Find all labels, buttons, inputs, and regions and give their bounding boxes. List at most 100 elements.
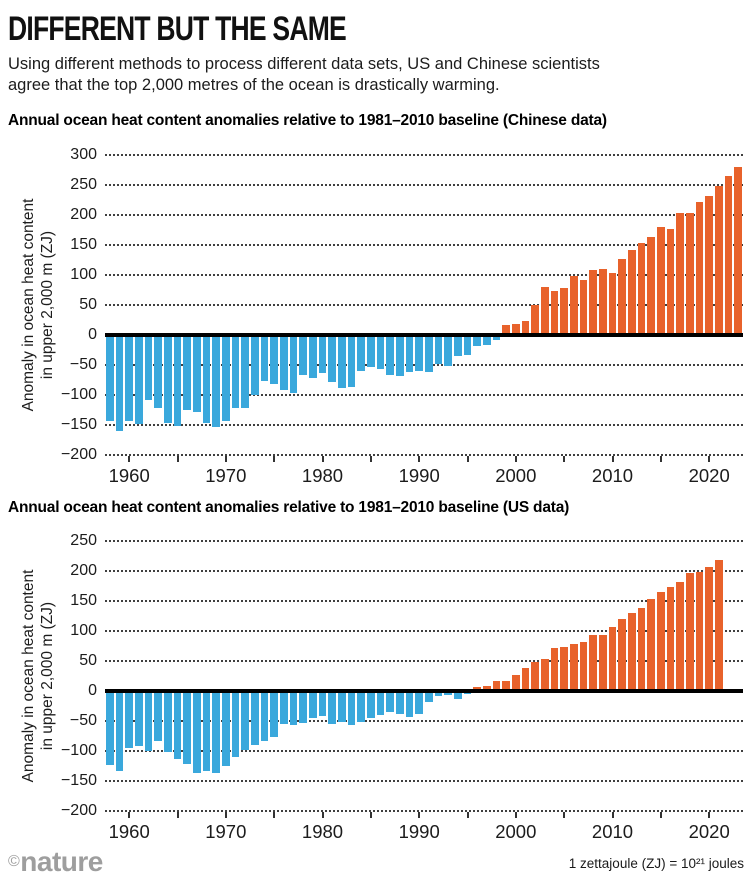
x-tick-label-1960: 1960	[108, 821, 150, 842]
bar-2014	[647, 236, 656, 335]
bar-2004	[550, 291, 559, 335]
x-tick-2010	[611, 456, 614, 462]
x-tick-2015	[659, 812, 662, 818]
x-tick-1990	[418, 456, 421, 462]
bar-1961	[135, 691, 143, 747]
bar-1988	[396, 335, 404, 377]
gridline--100	[105, 750, 743, 752]
bar-1972	[241, 691, 249, 751]
bar-1969	[212, 691, 220, 774]
bar-1977	[289, 691, 298, 726]
x-tick-1960	[128, 456, 131, 462]
bar-2007	[579, 641, 588, 691]
gridline-50	[105, 660, 743, 662]
bar-2012	[628, 250, 636, 335]
bar-1986	[376, 335, 385, 370]
bar-2003	[541, 659, 549, 691]
x-tick-label-2020: 2020	[688, 821, 730, 842]
bar-2017	[676, 582, 685, 691]
bar-2015	[657, 592, 665, 691]
y-tick-label--100: −100	[60, 386, 97, 403]
x-tick-1965	[176, 812, 179, 818]
bar-1975	[270, 335, 278, 384]
gridline-50	[105, 304, 743, 306]
x-tick-label-2000: 2000	[495, 465, 537, 486]
y-tick-label-100: 100	[70, 622, 97, 639]
bar-1965	[173, 691, 182, 759]
bar-1997	[483, 686, 491, 691]
x-tick-1965	[176, 456, 179, 462]
copyright-icon: ©	[8, 853, 20, 870]
bar-2019	[695, 201, 704, 335]
x-tick-1985	[369, 812, 372, 818]
gridline-200	[105, 214, 743, 216]
y-tick-label-150: 150	[70, 236, 97, 253]
bar-2011	[618, 619, 627, 691]
bar-1974	[260, 691, 269, 742]
bar-1971	[231, 691, 240, 757]
bar-1979	[309, 691, 317, 718]
x-tick-1990	[418, 812, 421, 818]
bar-1980	[318, 691, 327, 717]
bar-1979	[309, 335, 317, 379]
bar-1978	[299, 691, 307, 724]
footer-note: 1 zettajoule (ZJ) = 10²¹ joules	[568, 856, 744, 871]
bar-2016	[666, 229, 675, 335]
bar-1982	[338, 691, 346, 723]
bar-1960	[125, 691, 133, 748]
bar-2002	[531, 661, 539, 691]
bar-1983	[347, 335, 356, 387]
bar-2014	[647, 599, 656, 691]
bar-1989	[405, 691, 414, 717]
bar-2000	[512, 323, 520, 335]
bar-2021	[715, 559, 723, 691]
bar-1987	[386, 691, 394, 712]
gridline--50	[105, 364, 743, 366]
bar-2020	[705, 195, 714, 335]
x-tick-1995	[466, 812, 469, 818]
x-tick-1975	[273, 456, 276, 462]
x-tick-1970	[224, 812, 227, 818]
x-tick-1995	[466, 456, 469, 462]
bar-1964	[164, 335, 172, 423]
x-tick-label-1990: 1990	[398, 465, 440, 486]
y-tick-label--200: −200	[60, 802, 97, 819]
bar-2002	[531, 305, 539, 335]
bar-1984	[357, 335, 365, 371]
y-tick-label-50: 50	[79, 652, 97, 669]
bar-2009	[599, 269, 607, 335]
x-tick-label-2020: 2020	[688, 465, 730, 486]
bar-2009	[599, 635, 607, 691]
bar-2019	[695, 571, 704, 691]
gridline-150	[105, 600, 743, 602]
zero-axis-line	[105, 333, 743, 337]
y-tick-label--200: −200	[60, 446, 97, 463]
gridline--100	[105, 394, 743, 396]
y-tick-label-0: 0	[88, 682, 97, 699]
bar-1998	[492, 335, 501, 340]
bar-2006	[570, 275, 578, 335]
y-tick-label-100: 100	[70, 266, 97, 283]
y-tick-label-200: 200	[70, 562, 97, 579]
bar-2023	[734, 167, 743, 335]
bar-1981	[328, 691, 336, 724]
x-tick-2010	[611, 812, 614, 818]
y-tick-label--150: −150	[60, 416, 97, 433]
y-tick-label--100: −100	[60, 742, 97, 759]
y-tick-label-150: 150	[70, 592, 97, 609]
bar-1996	[473, 335, 481, 347]
bar-2005	[560, 646, 568, 691]
y-axis-label-line1: Anomaly in ocean heat content	[20, 198, 37, 412]
gridline-250	[105, 184, 743, 186]
page-title: DIFFERENT BUT THE SAME	[8, 10, 347, 48]
bar-1967	[193, 335, 201, 413]
y-tick-label-250: 250	[70, 532, 97, 549]
bar-1987	[386, 335, 394, 376]
gridline-100	[105, 630, 743, 632]
x-tick-label-1990: 1990	[398, 821, 440, 842]
bar-2017	[676, 213, 685, 335]
y-tick-label-200: 200	[70, 206, 97, 223]
bar-2008	[589, 270, 597, 335]
y-axis-label-line1: Anomaly in ocean heat content	[20, 569, 37, 783]
